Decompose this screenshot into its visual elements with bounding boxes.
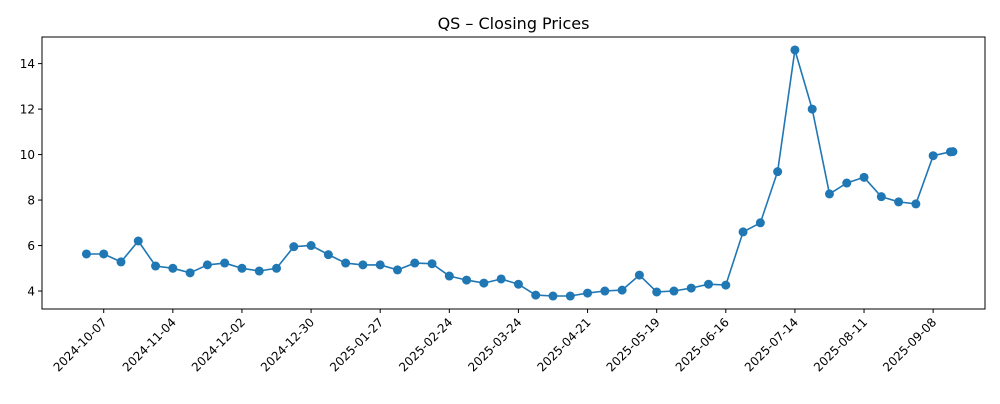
data-point xyxy=(755,218,765,228)
data-point xyxy=(721,280,731,290)
x-tick-label: 2024-12-30 xyxy=(258,315,317,374)
data-point xyxy=(948,147,958,157)
y-tick-label: 14 xyxy=(20,57,35,71)
data-point xyxy=(669,286,679,296)
data-point xyxy=(289,242,299,252)
y-tick-label: 10 xyxy=(20,148,35,162)
data-point xyxy=(306,241,316,251)
data-point xyxy=(548,291,558,301)
data-point xyxy=(738,227,748,237)
data-point xyxy=(427,259,437,269)
data-point xyxy=(876,192,886,202)
plot-frame xyxy=(41,36,986,310)
data-point xyxy=(824,189,834,199)
data-point xyxy=(859,172,869,182)
x-tick-label: 2024-12-02 xyxy=(189,315,248,374)
data-point xyxy=(496,274,506,284)
data-point xyxy=(513,279,523,289)
x-tick-label: 2025-06-16 xyxy=(673,315,732,374)
x-tick-label: 2025-09-08 xyxy=(880,315,939,374)
data-point xyxy=(686,283,696,293)
data-point xyxy=(168,263,178,273)
data-point xyxy=(773,167,783,177)
data-point xyxy=(116,257,126,267)
x-tick-label: 2025-04-21 xyxy=(534,315,593,374)
x-tick-label: 2025-07-14 xyxy=(742,315,801,374)
data-point xyxy=(565,291,575,301)
x-tick-label: 2025-05-19 xyxy=(604,315,663,374)
data-point xyxy=(531,290,541,300)
data-point xyxy=(323,250,333,260)
data-point xyxy=(652,287,662,297)
data-point xyxy=(842,178,852,188)
data-point xyxy=(237,263,247,273)
data-point xyxy=(462,275,472,285)
data-point xyxy=(272,263,282,273)
y-tick-label: 6 xyxy=(27,239,35,253)
data-point xyxy=(133,236,143,246)
x-tick-label: 2025-08-11 xyxy=(811,315,870,374)
data-point xyxy=(220,258,230,268)
x-tick-label: 2025-01-27 xyxy=(327,315,386,374)
data-point xyxy=(358,260,368,270)
data-point xyxy=(928,151,938,161)
data-point xyxy=(254,266,264,276)
data-point xyxy=(911,199,921,209)
data-point xyxy=(634,270,644,280)
data-point xyxy=(894,197,904,207)
chart-title: QS – Closing Prices xyxy=(438,14,590,33)
data-point xyxy=(392,265,402,275)
data-point xyxy=(479,278,489,288)
x-tick-label: 2024-10-07 xyxy=(51,315,110,374)
data-point xyxy=(341,258,351,268)
x-tick-label: 2025-02-24 xyxy=(396,315,455,374)
y-tick-label: 4 xyxy=(27,285,35,299)
data-point xyxy=(444,271,454,281)
data-point xyxy=(583,288,593,298)
data-point xyxy=(617,285,627,295)
data-point xyxy=(807,104,817,114)
y-tick-label: 12 xyxy=(20,103,35,117)
series-line xyxy=(86,49,953,297)
data-point xyxy=(202,260,212,270)
data-point xyxy=(185,268,195,278)
data-point xyxy=(600,286,610,296)
x-tick-label: 2025-03-24 xyxy=(465,315,524,374)
data-point xyxy=(410,258,420,268)
x-tick-label: 2024-11-04 xyxy=(120,315,179,374)
data-point xyxy=(151,261,161,271)
data-point xyxy=(99,249,109,259)
data-point xyxy=(375,260,385,270)
data-point xyxy=(81,249,91,259)
data-point xyxy=(704,279,714,289)
data-point xyxy=(790,45,800,55)
y-tick-label: 8 xyxy=(27,194,35,208)
